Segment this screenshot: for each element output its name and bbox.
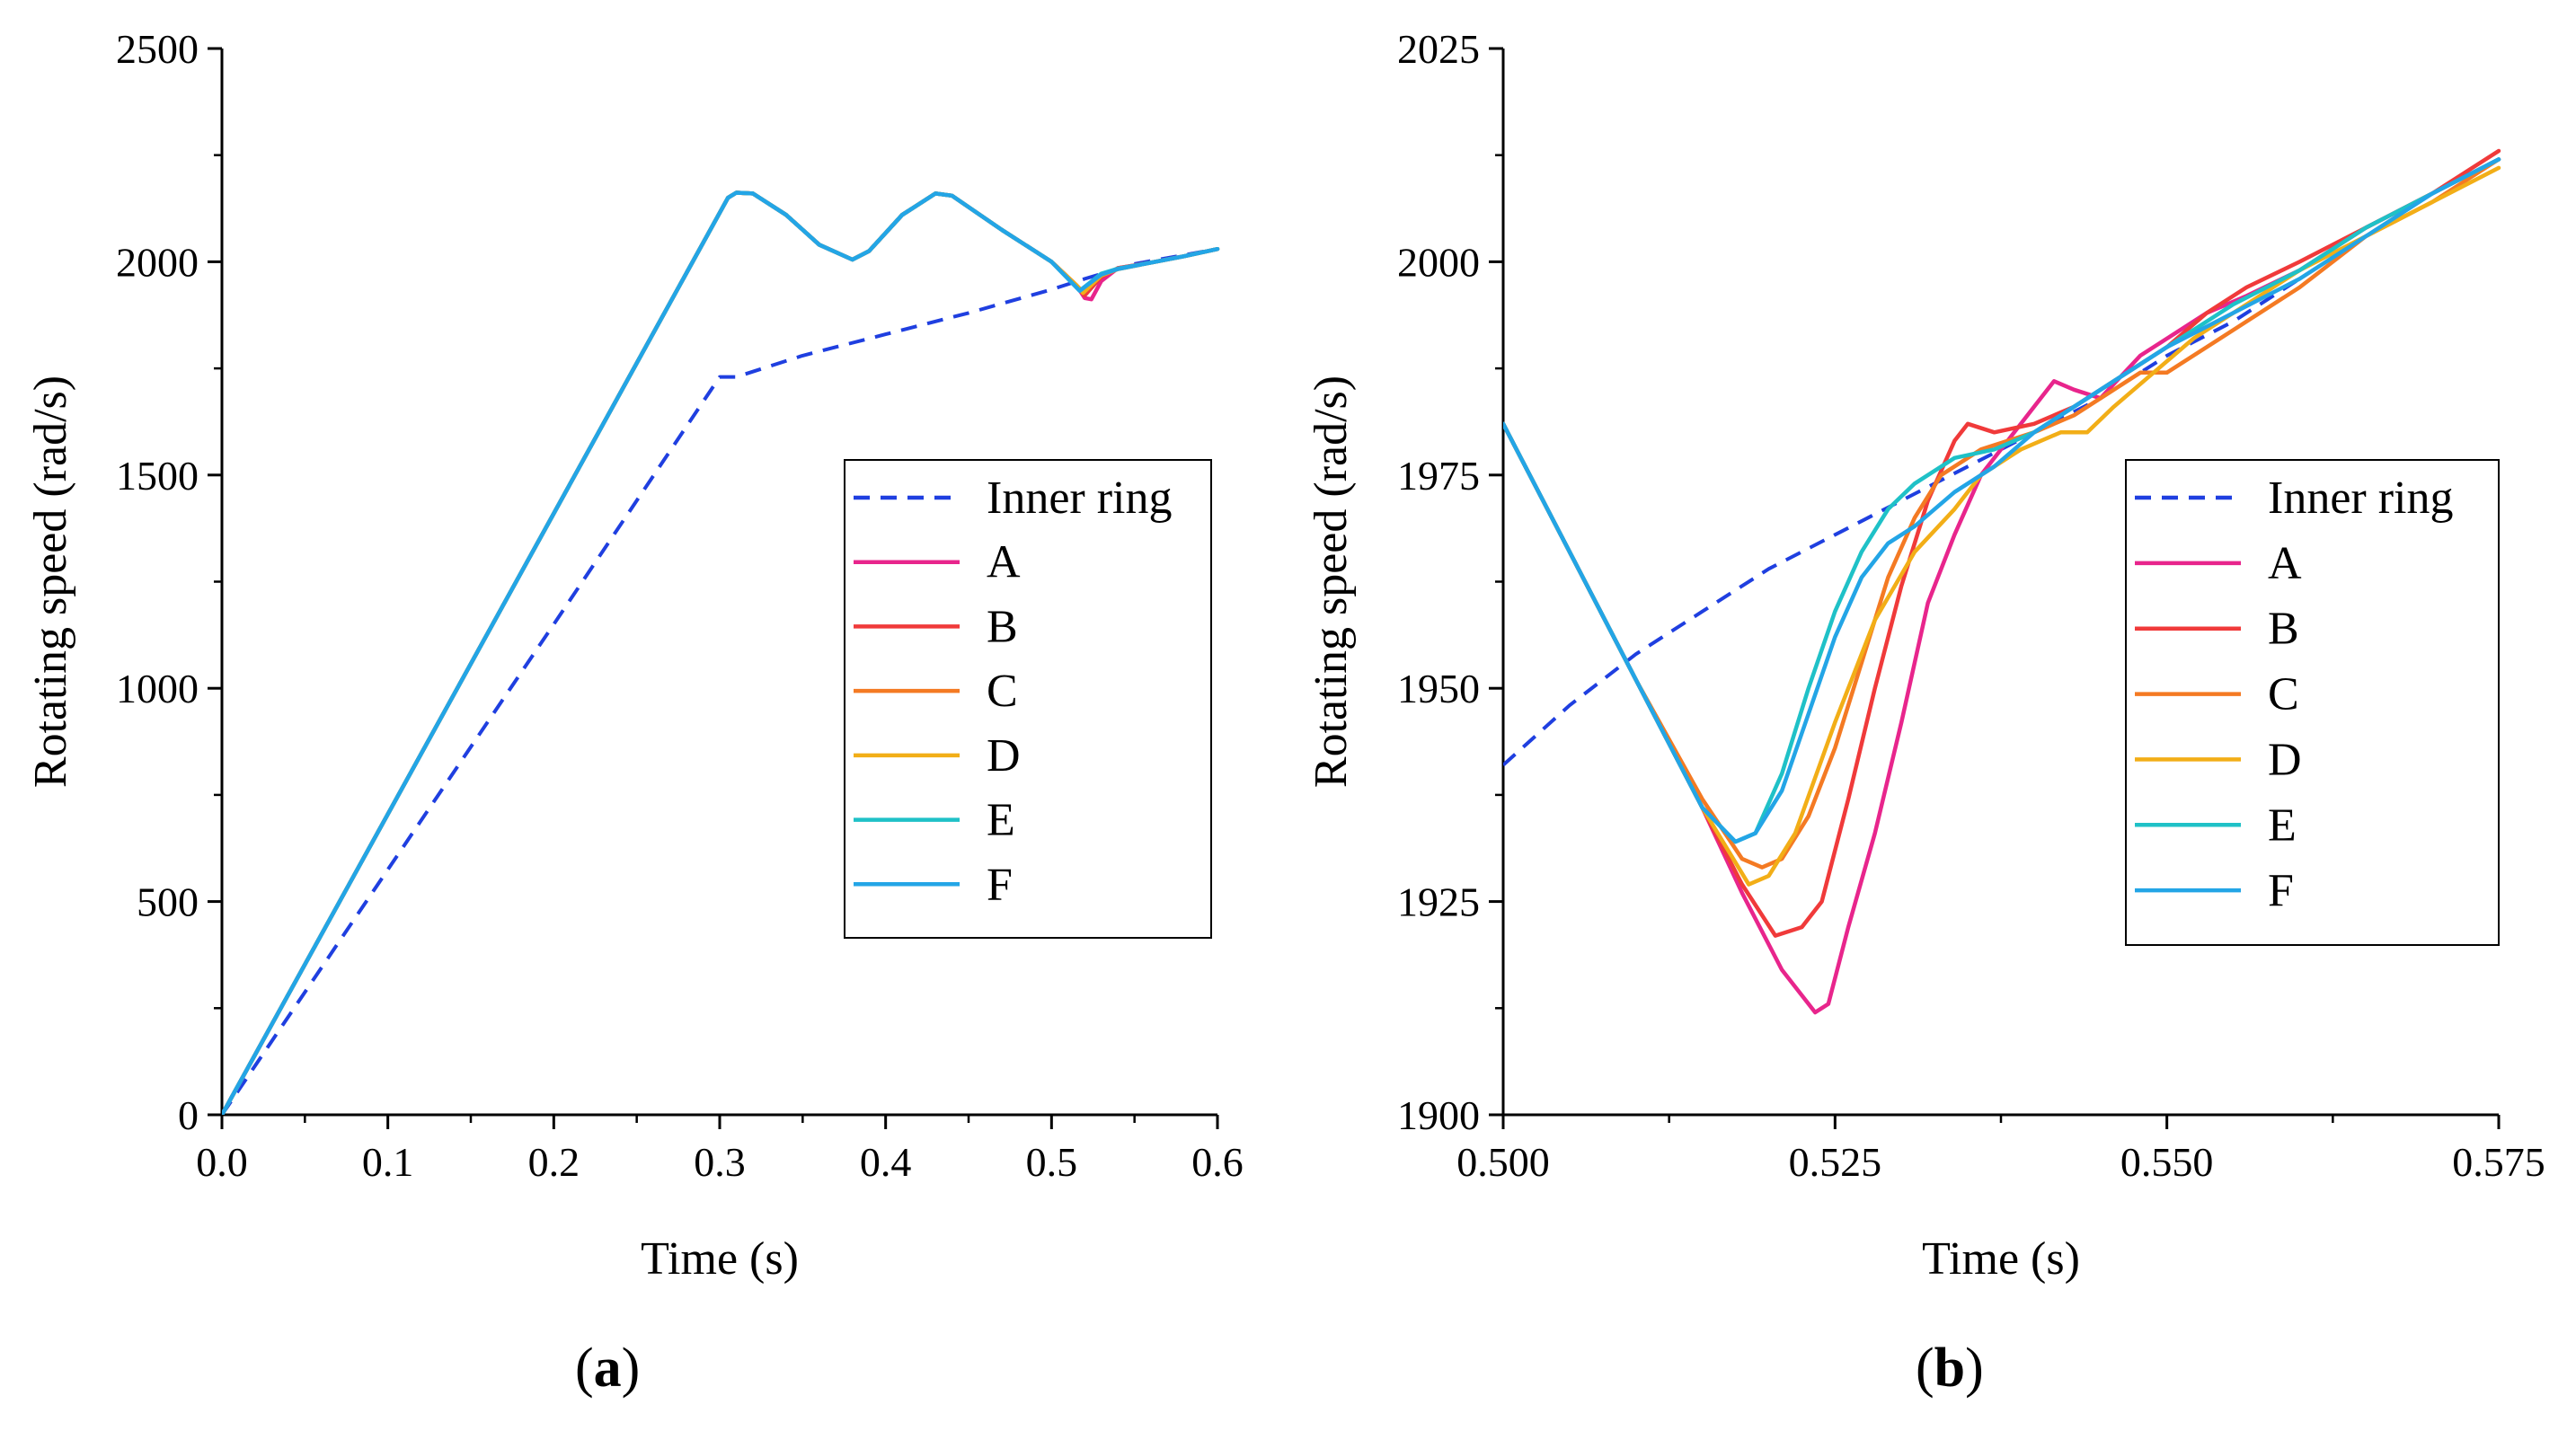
legend-label: C: [987, 666, 1018, 717]
legend-label: A: [987, 537, 1021, 588]
legend-label: F: [2268, 865, 2294, 916]
y-tick-label: 2500: [116, 26, 199, 72]
x-tick-label: 0.2: [528, 1139, 580, 1185]
x-tick-label: 0.1: [362, 1139, 414, 1185]
legend-box: [2125, 459, 2500, 946]
panel-b-letter: b: [1934, 1338, 1966, 1399]
series-line-F: [222, 190, 1220, 1115]
legend-label: E: [987, 795, 1015, 846]
y-tick-label: 1000: [116, 666, 199, 711]
series-line-C: [1503, 157, 2501, 870]
panel-a-label: (a): [575, 1338, 641, 1399]
series-line-B: [1503, 148, 2501, 938]
legend-label: E: [2268, 799, 2297, 851]
legend-label: C: [2268, 669, 2299, 720]
legend-label: A: [2268, 538, 2302, 589]
y-tick-label: 2025: [1397, 26, 1480, 72]
legend-label: D: [2268, 734, 2302, 785]
series-group: [222, 190, 1220, 1115]
x-tick-label: 0.5: [1026, 1139, 1078, 1185]
legend-label: B: [2268, 604, 2299, 655]
series-group: [1503, 148, 2501, 1015]
legend-label: B: [987, 601, 1018, 652]
legend-label: D: [987, 730, 1021, 782]
series-line-inner-ring: [222, 247, 1218, 1115]
x-tick-label: 0.6: [1191, 1139, 1244, 1185]
y-tick-label: 500: [137, 879, 199, 925]
y-tick-label: 1500: [116, 453, 199, 499]
legend-label: F: [987, 859, 1013, 910]
x-axis-label: Time (s): [641, 1233, 799, 1285]
x-tick-label: 0.550: [2120, 1139, 2214, 1185]
y-tick-label: 1900: [1397, 1092, 1480, 1138]
panel-b-label: (b): [1916, 1338, 1984, 1399]
x-tick-label: 0.500: [1456, 1139, 1550, 1185]
y-tick-label: 2000: [116, 239, 199, 285]
panel-a-chart: 0 500 1000 1500 2000 2500 0.0 0.1 0.2 0.3 0.4 0.5 0.…: [25, 26, 1244, 1285]
legend-box: [844, 459, 1212, 939]
y-tick-label: 1925: [1397, 879, 1480, 925]
y-axis-label: Rotating speed (rad/s): [1306, 375, 1357, 788]
legend-label: Inner ring: [2268, 473, 2453, 524]
x-tick-label: 0.525: [1789, 1139, 1882, 1185]
x-tick-label: 0.0: [196, 1139, 248, 1185]
x-axis-label: Time (s): [1922, 1233, 2080, 1285]
y-tick-label: 1975: [1397, 453, 1480, 499]
y-tick-label: 1950: [1397, 666, 1480, 711]
x-tick-label: 0.4: [860, 1139, 912, 1185]
legend-label: Inner ring: [987, 473, 1172, 524]
panel-b-chart: 1900 1925 1950 1975 2000 2025 0.500 0.525 0.550 0…: [1306, 26, 2545, 1285]
x-tick-label: 0.3: [694, 1139, 746, 1185]
series-line-F: [1503, 157, 2501, 844]
y-tick-label: 0: [178, 1092, 199, 1138]
panel-a-letter: a: [593, 1338, 622, 1399]
y-tick-label: 2000: [1397, 239, 1480, 285]
x-tick-label: 0.575: [2452, 1139, 2545, 1185]
y-axis-label: Rotating speed (rad/s): [25, 375, 76, 788]
